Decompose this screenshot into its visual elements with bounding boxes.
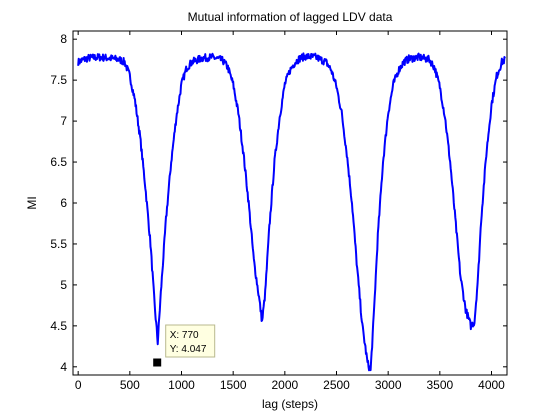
x-tick-label: 4000 [478, 378, 505, 392]
y-tick-label: 5 [60, 278, 67, 292]
y-tick-label: 6.5 [50, 155, 67, 169]
x-tick-label: 1500 [220, 378, 247, 392]
y-tick-label: 7 [60, 114, 67, 128]
x-tick-label: 2500 [323, 378, 350, 392]
x-tick-label: 3000 [375, 378, 402, 392]
x-tick-label: 2000 [271, 378, 298, 392]
data-tip-y-text: Y: 4.047 [170, 344, 207, 355]
ticks-layer: 0 500 1000 1500 2000 2500 3000 3500 4000 4 4.5 5 5.5… [50, 31, 507, 392]
y-tick-label: 6 [60, 196, 67, 210]
x-tick-label: 1000 [168, 378, 195, 392]
plot-area [73, 31, 507, 375]
series-layer [77, 52, 506, 372]
data-tip-box[interactable] [165, 324, 216, 358]
x-tick-label: 500 [120, 378, 140, 392]
chart-title: Mutual information of lagged LDV data [188, 10, 393, 24]
y-tick-label: 4.5 [50, 319, 67, 333]
y-tick-label: 5.5 [50, 237, 67, 251]
y-axis-label: MI [25, 196, 39, 209]
data-tip-x-text: X: 770 [170, 330, 199, 341]
x-tick-label: 0 [75, 378, 82, 392]
data-tip[interactable]: X: 770 Y: 4.047 [153, 324, 216, 367]
x-axis-label: lag (steps) [262, 397, 318, 411]
y-tick-label: 7.5 [50, 73, 67, 87]
data-tip-marker[interactable] [153, 358, 162, 367]
x-tick-label: 3500 [426, 378, 453, 392]
mi-series-line [77, 52, 506, 372]
y-tick-label: 4 [60, 360, 67, 374]
y-tick-label: 8 [60, 32, 67, 46]
